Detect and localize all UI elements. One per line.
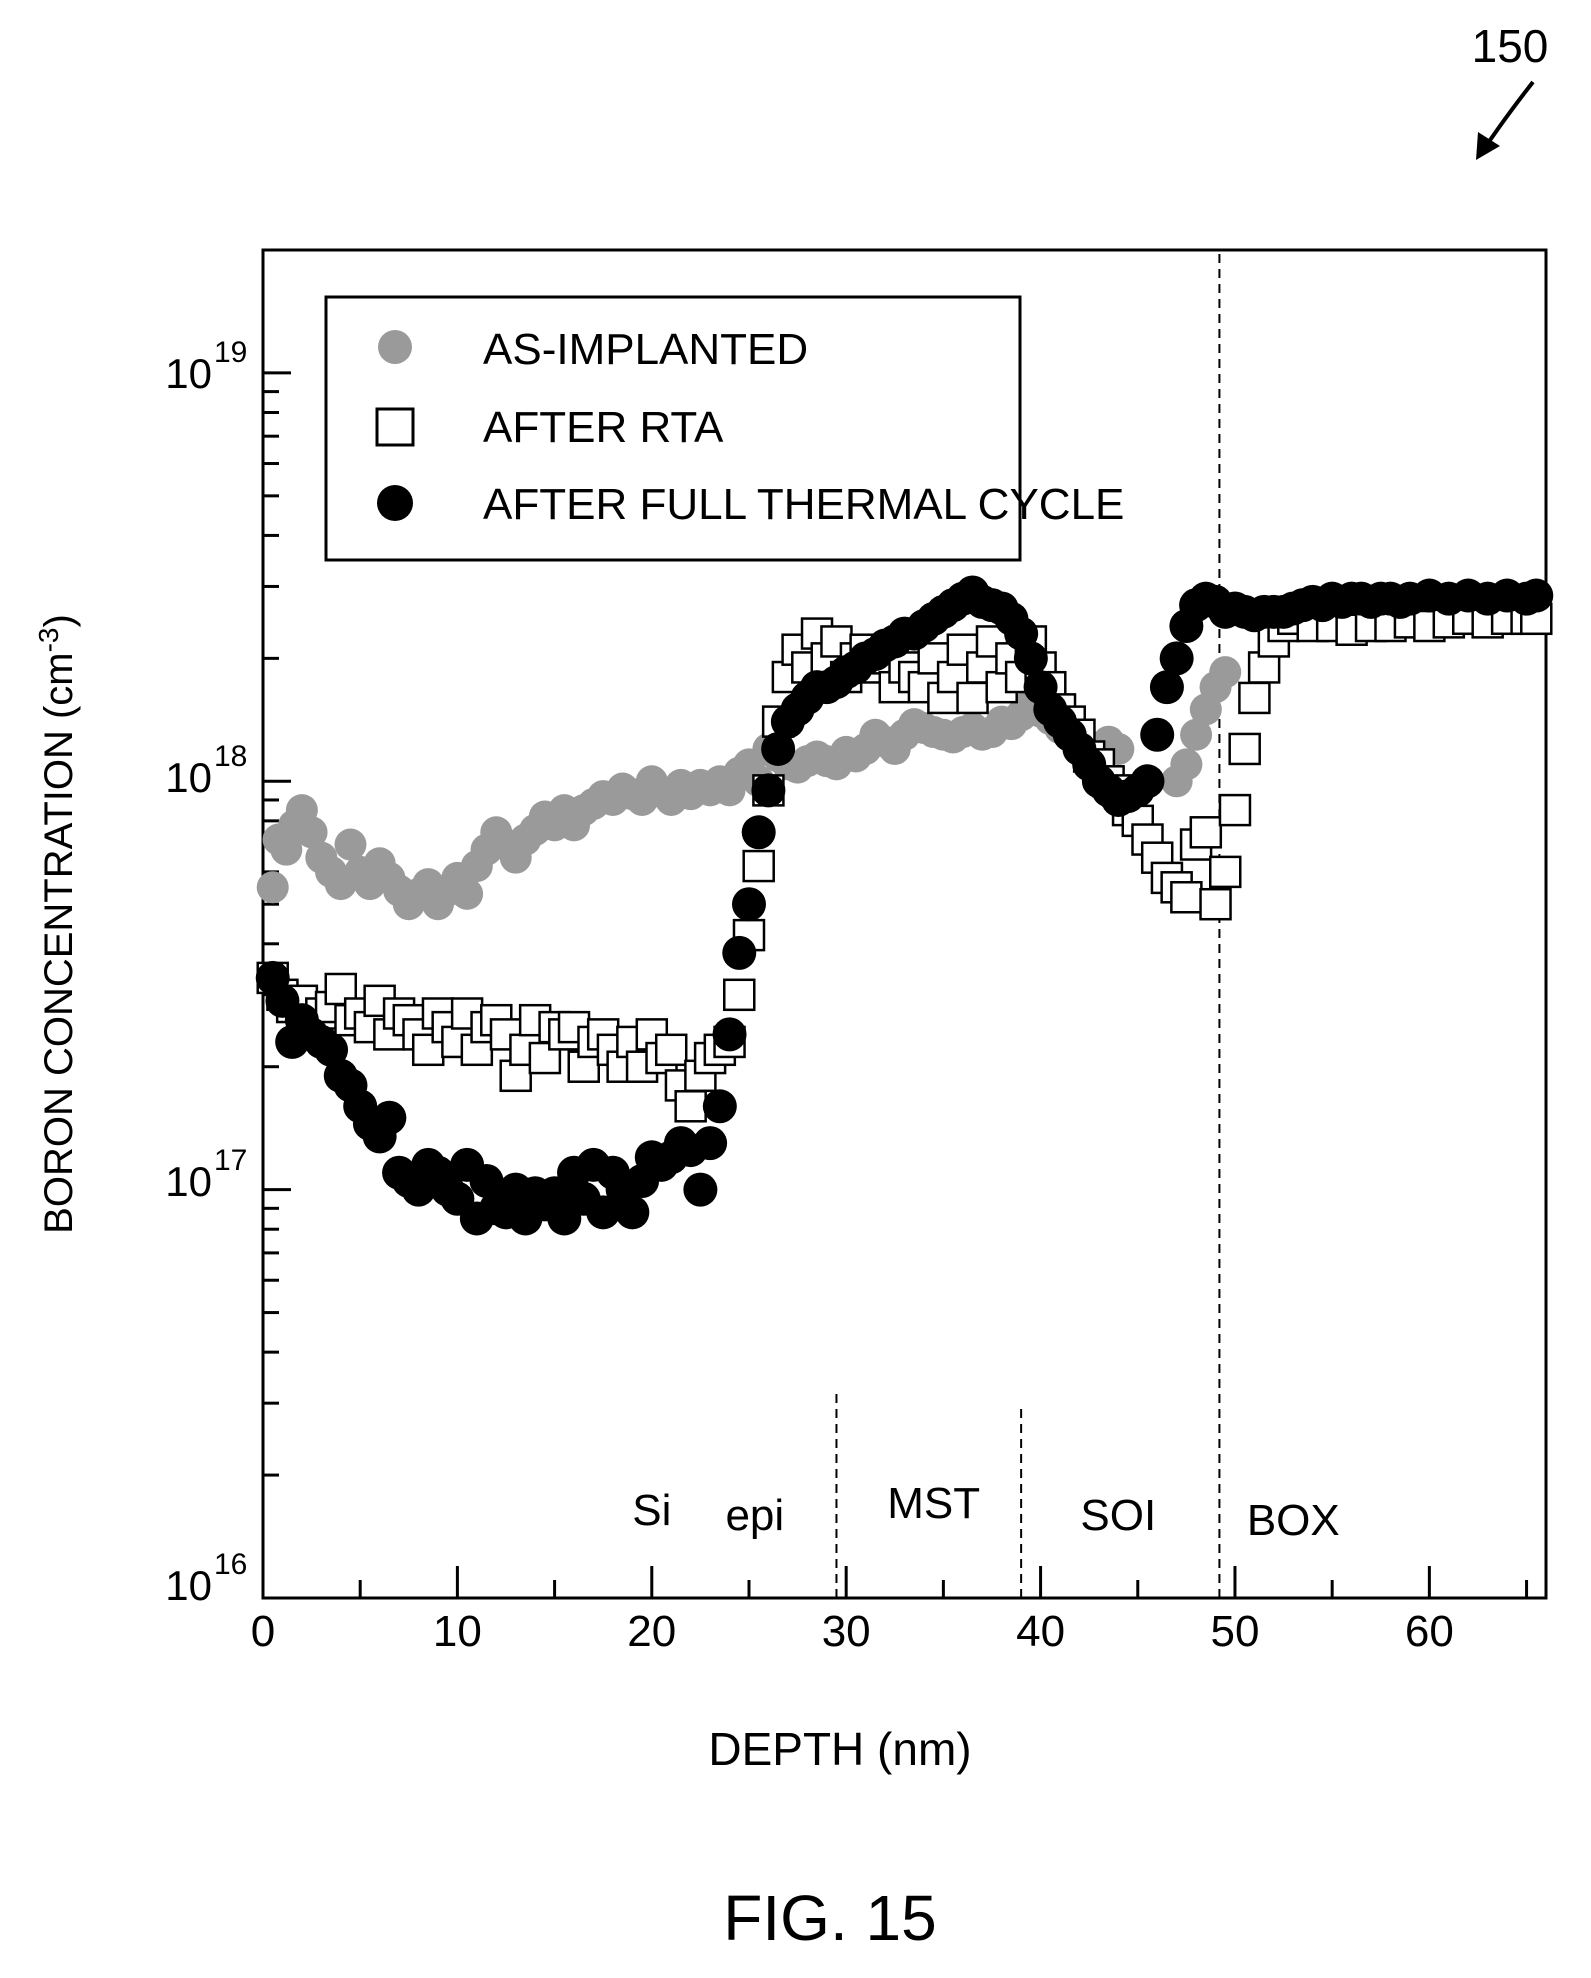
legend-label-as-implanted: AS-IMPLANTED bbox=[483, 325, 808, 374]
region-label: MST bbox=[887, 1479, 980, 1528]
data-point bbox=[334, 828, 367, 861]
data-point bbox=[722, 935, 757, 970]
svg-text:10: 10 bbox=[165, 1158, 212, 1205]
data-point bbox=[1238, 681, 1271, 715]
data-point bbox=[741, 815, 776, 850]
data-point bbox=[674, 1090, 707, 1123]
data-point bbox=[1218, 793, 1252, 827]
data-point bbox=[1170, 748, 1203, 781]
svg-text:19: 19 bbox=[214, 336, 247, 369]
series-as-implanted bbox=[256, 656, 1242, 921]
data-point bbox=[469, 1163, 504, 1198]
data-point bbox=[654, 1033, 688, 1067]
data-point bbox=[615, 1195, 650, 1230]
x-tick-label: 10 bbox=[433, 1607, 482, 1656]
x-tick-label: 40 bbox=[1016, 1607, 1065, 1656]
data-point bbox=[1013, 641, 1048, 676]
x-tick-label: 0 bbox=[251, 1607, 275, 1656]
data-point bbox=[1209, 656, 1242, 689]
figure-ref-label: 150 bbox=[1472, 20, 1549, 72]
data-point bbox=[731, 887, 766, 922]
data-series bbox=[255, 575, 1554, 1236]
legend-label-after-full-thermal-cycle: AFTER FULL THERMAL CYCLE bbox=[483, 480, 1124, 529]
region-boundaries bbox=[835, 250, 1221, 1598]
svg-text:10: 10 bbox=[165, 754, 212, 801]
plot-frame bbox=[261, 248, 1548, 1600]
data-point bbox=[270, 833, 303, 866]
x-tick-label: 60 bbox=[1405, 1607, 1454, 1656]
x-tick-label: 30 bbox=[822, 1607, 871, 1656]
data-point bbox=[451, 877, 484, 910]
region-label: SOI bbox=[1080, 1491, 1156, 1540]
data-point bbox=[1180, 718, 1213, 751]
y-tick-label-1e18: 10 18 bbox=[165, 740, 247, 801]
data-point bbox=[712, 1017, 747, 1052]
legend-marker-after-full-thermal-cycle bbox=[377, 485, 413, 521]
y-axis-label: BORON CONCENTRATION (cm-3) bbox=[33, 614, 81, 1234]
figure-caption: FIG. 15 bbox=[723, 1882, 936, 1954]
data-point bbox=[683, 1172, 718, 1207]
data-point bbox=[1130, 764, 1165, 799]
region-label: Si bbox=[632, 1486, 671, 1535]
legend-label-after-rta: AFTER RTA bbox=[483, 403, 724, 452]
data-point bbox=[751, 773, 786, 808]
axis-ticks bbox=[261, 248, 1529, 1600]
y-tick-label-1e17: 10 17 bbox=[165, 1144, 247, 1205]
region-label: epi bbox=[725, 1491, 784, 1540]
series-after-rta bbox=[256, 602, 1553, 1123]
data-point bbox=[295, 816, 328, 849]
ref-arrow-head-icon bbox=[1476, 132, 1500, 160]
data-point bbox=[723, 978, 756, 1012]
data-point bbox=[1189, 816, 1223, 849]
data-point bbox=[761, 731, 796, 766]
data-point bbox=[1140, 717, 1175, 752]
y-tick-label-1e16: 10 16 bbox=[165, 1548, 247, 1609]
data-point bbox=[702, 1089, 737, 1124]
data-point bbox=[742, 849, 775, 883]
svg-text:10: 10 bbox=[165, 1562, 212, 1609]
data-point bbox=[586, 1195, 621, 1230]
data-point bbox=[956, 681, 989, 715]
region-labels: Si epi MST SOI BOX bbox=[632, 1479, 1340, 1545]
data-point bbox=[1170, 881, 1203, 914]
data-point bbox=[1519, 578, 1554, 613]
legend-marker-as-implanted bbox=[378, 330, 412, 364]
data-point bbox=[256, 871, 289, 904]
x-tick-labels: 0 10 20 30 40 50 60 bbox=[251, 1607, 1454, 1656]
x-tick-label: 50 bbox=[1210, 1607, 1259, 1656]
svg-text:18: 18 bbox=[214, 740, 247, 773]
svg-text:10: 10 bbox=[165, 350, 212, 397]
data-point bbox=[372, 1100, 407, 1135]
legend-marker-after-rta bbox=[375, 407, 415, 447]
data-point bbox=[1159, 641, 1194, 676]
data-point bbox=[314, 1032, 349, 1067]
region-label: BOX bbox=[1247, 1496, 1340, 1545]
x-tick-label: 20 bbox=[627, 1607, 676, 1656]
data-point bbox=[1199, 887, 1232, 921]
data-point bbox=[1149, 670, 1184, 705]
svg-text:16: 16 bbox=[214, 1548, 247, 1581]
legend: AS-IMPLANTED AFTER RTA AFTER FULL THERMA… bbox=[324, 295, 1124, 562]
data-point bbox=[1209, 855, 1242, 889]
svg-text:17: 17 bbox=[214, 1144, 247, 1177]
x-axis-label: DEPTH (nm) bbox=[708, 1723, 971, 1775]
series-after-full-thermal-cycle bbox=[255, 575, 1554, 1236]
legend-box bbox=[324, 295, 1022, 562]
y-tick-label-1e19: 10 19 bbox=[165, 336, 247, 397]
data-point bbox=[1228, 732, 1261, 766]
data-point bbox=[693, 1126, 728, 1161]
